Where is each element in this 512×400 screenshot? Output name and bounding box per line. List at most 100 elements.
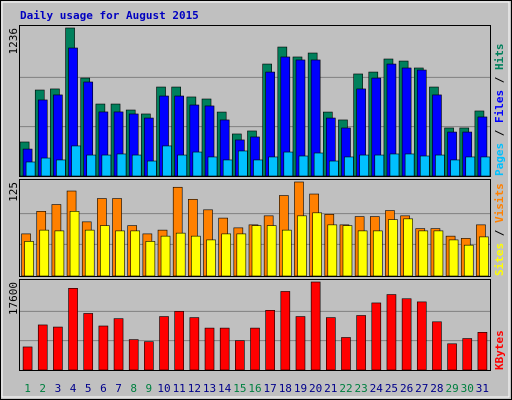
bar [312,212,322,277]
bar [53,326,63,371]
bar [24,241,34,277]
bar [465,156,476,177]
bar [432,321,442,371]
bar [54,230,65,277]
x-tick-label: 1 [24,382,31,395]
bar [71,145,81,177]
x-tick-label: 15 [233,382,246,395]
y-tick-label: 17600 [7,282,20,315]
bar [297,215,307,277]
bar [116,153,127,177]
bar [266,225,277,277]
bar [128,339,139,371]
bar [204,327,215,371]
bar [206,239,216,277]
bar [69,211,80,277]
bar [250,327,260,371]
x-tick-label: 2 [39,382,46,395]
y-tick-label: 1236 [7,28,20,55]
bar [84,229,95,277]
bar [162,145,172,177]
x-tick-label: 17 [264,382,277,395]
bar [462,338,473,371]
legend-entry: Pages [493,143,506,176]
x-tick-label: 29 [445,382,458,395]
x-tick-label: 4 [70,382,77,395]
x-tick-label: 5 [85,382,92,395]
bar [341,337,351,371]
bar [450,159,460,177]
bar [25,161,36,177]
legend-entry: Hits [493,44,506,71]
bar [371,302,382,371]
x-tick-label: 22 [339,382,352,395]
x-tick-label: 21 [324,382,337,395]
x-tick-label: 19 [294,382,307,395]
bar [416,301,427,371]
bar [357,230,368,277]
x-tick-label: 28 [430,382,443,395]
bar [22,346,33,371]
x-tick-label: 14 [218,382,232,395]
bar [37,324,48,371]
bar [404,153,415,177]
bar [477,331,488,371]
bar [433,230,444,277]
legend-entry: Files [493,90,506,123]
x-tick-label: 25 [385,382,398,395]
bar [326,317,336,371]
x-tick-label: 10 [157,382,170,395]
x-tick-label: 23 [355,382,368,395]
x-tick-label: 24 [370,382,384,395]
legend-separator: / [493,76,506,83]
bar [386,294,397,371]
bar [219,327,230,371]
bar [131,154,142,177]
bar [174,311,184,371]
x-tick-label: 27 [415,382,428,395]
bar [372,230,383,277]
legend-separator: / [493,229,506,236]
legend: Sites / Visits [493,183,506,276]
bar [282,229,292,277]
x-tick-label: 18 [279,382,292,395]
bar [191,235,201,277]
legend-separator: / [493,129,506,136]
bar [327,224,338,277]
legend-entry: Sites [493,243,506,276]
bar [253,159,263,177]
bar [359,154,369,177]
bar [147,160,157,177]
bar [298,155,309,177]
bar [145,241,156,277]
bar [192,151,203,177]
bar [342,225,353,277]
bar [207,156,218,177]
bar [39,229,50,277]
bar [463,244,474,277]
bar [56,159,66,177]
bar [189,317,200,371]
bar [268,156,278,177]
x-tick-label: 13 [203,382,216,395]
bar [435,154,445,177]
bar [175,232,186,277]
bar [329,160,339,177]
legend-entry: Visits [493,183,506,223]
bar [100,225,110,277]
bar [388,219,398,277]
chart-title: Daily usage for August 2015 [20,9,199,22]
bar [344,156,354,177]
x-tick-label: 7 [115,382,122,395]
bar [479,236,489,277]
bar [447,343,457,371]
bar [222,159,233,177]
bar [83,313,94,371]
bar [418,230,429,277]
bar [389,153,400,177]
bar [160,235,171,277]
x-tick-label: 20 [309,382,322,395]
bar [401,298,412,371]
bar [40,157,51,177]
